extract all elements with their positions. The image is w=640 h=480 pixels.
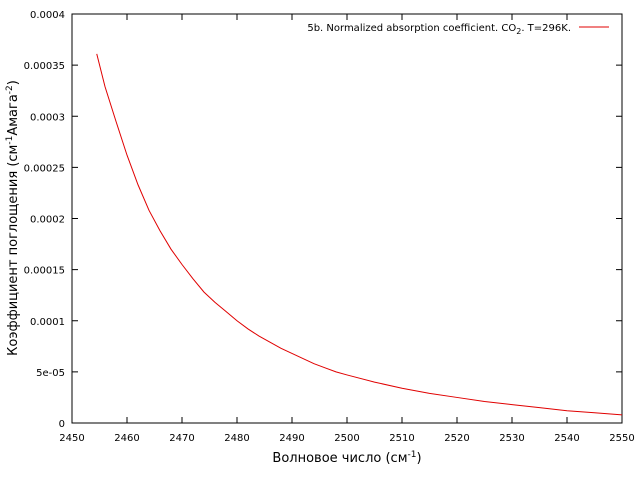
y-tick-label: 0.00015 (24, 266, 65, 277)
x-tick-label: 2470 (169, 433, 194, 444)
x-axis-title-sup: -1 (408, 450, 417, 460)
plot-frame (71, 13, 623, 424)
x-tick-label: 2520 (444, 433, 469, 444)
y-tick-label: 0.0002 (30, 215, 65, 226)
y-tick-label: 0.00035 (24, 61, 65, 72)
x-tick-label: 2540 (554, 433, 579, 444)
y-axis-title-sup1: -1 (5, 136, 15, 145)
legend-label: 5b. Normalized absorption coefficient. C… (307, 23, 571, 36)
series-line (96, 53, 623, 416)
x-tick-label: 2550 (609, 433, 634, 444)
legend-label-sub: 2 (516, 27, 521, 36)
x-tick-label: 2530 (499, 433, 524, 444)
x-tick-label: 2460 (114, 433, 139, 444)
x-tick-label: 2510 (389, 433, 414, 444)
y-tick-label: 0.00025 (24, 163, 65, 174)
series-layer (96, 53, 623, 416)
x-tick-label: 2450 (59, 433, 84, 444)
y-tick-label: 5e-05 (36, 368, 65, 379)
y-tick-label: 0.0001 (30, 317, 65, 328)
legend: 5b. Normalized absorption coefficient. C… (307, 23, 609, 36)
x-tick-label: 2480 (224, 433, 249, 444)
y-tick-label: 0.0003 (30, 112, 65, 123)
x-axis-title: Волновое число (см-1) (272, 450, 421, 466)
y-axis: 0 5e-05 0.0001 0.00015 0.0002 0.00025 0.0003 0.… (24, 10, 622, 430)
y-tick-label: 0.0004 (30, 10, 65, 21)
x-tick-label: 2500 (334, 433, 359, 444)
y-axis-title: Коэффициент поглощения (см-1Амага-2) (5, 80, 21, 356)
x-axis: 2450 2460 2470 2480 2490 2500 2510 2520 2530 2540… (59, 14, 635, 444)
x-tick-label: 2490 (279, 433, 304, 444)
y-tick-label: 0 (59, 419, 65, 430)
y-axis-title-sup2: -2 (5, 85, 15, 94)
